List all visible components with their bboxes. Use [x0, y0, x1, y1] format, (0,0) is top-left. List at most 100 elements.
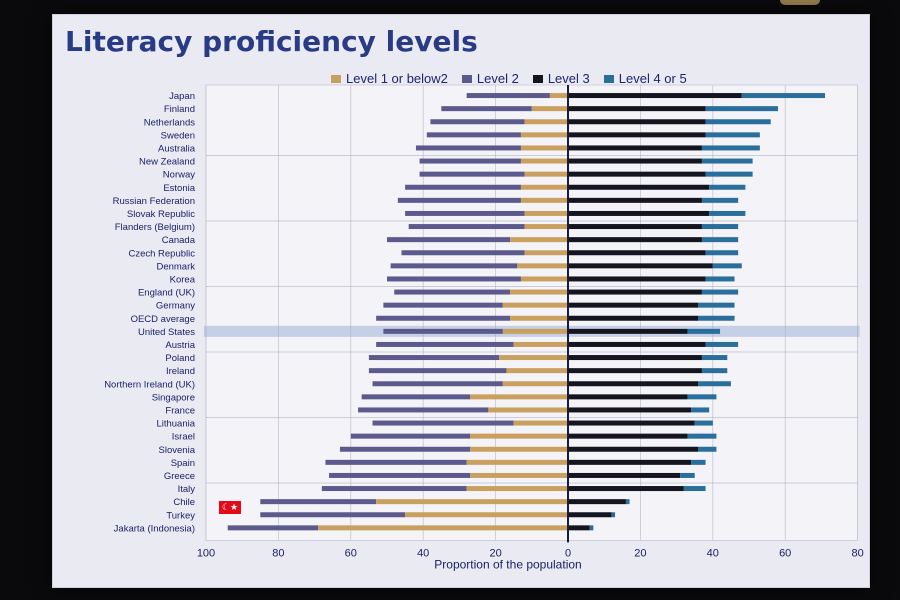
- x-axis-title: Proportion of the population: [434, 557, 581, 571]
- bar-level2-17: [376, 315, 511, 321]
- legend-item-level4: Level 4 or 5: [603, 71, 687, 86]
- bar-level4-25: [694, 420, 713, 426]
- bar-level3-27: [568, 446, 699, 452]
- bar-level1-23: [470, 394, 568, 400]
- bar-level2-32: [260, 512, 406, 518]
- bar-level3-12: [568, 250, 706, 256]
- legend-label-level1: Level 1 or below2: [346, 71, 448, 86]
- bar-level4-5: [701, 158, 753, 164]
- bar-level2-4: [415, 145, 521, 151]
- category-label: Canada: [162, 235, 196, 246]
- bar-level3-31: [568, 499, 626, 505]
- category-label: New Zealand: [139, 157, 195, 168]
- bar-level1-8: [520, 197, 568, 203]
- bar-level2-6: [419, 171, 525, 177]
- plot-area: [205, 84, 858, 541]
- x-tick-label: 0: [565, 547, 571, 559]
- bar-level3-19: [568, 341, 706, 347]
- bar-level1-28: [466, 459, 568, 465]
- bar-level1-30: [466, 486, 568, 492]
- category-label: United States: [138, 327, 195, 338]
- bar-level4-15: [701, 289, 739, 295]
- category-label: OECD average: [131, 314, 195, 325]
- bar-level2-22: [372, 381, 503, 387]
- bar-level4-33: [589, 525, 594, 531]
- bar-level3-8: [568, 197, 702, 203]
- bar-level2-21: [368, 368, 507, 374]
- bar-level2-13: [390, 263, 518, 269]
- bar-level3-30: [568, 486, 684, 492]
- turkey-flag-icon: ☾★: [219, 501, 241, 514]
- category-label: Estonia: [163, 183, 195, 194]
- legend-swatch-level1: [331, 74, 341, 83]
- bar-level3-4: [568, 145, 702, 151]
- bar-level4-14: [705, 276, 735, 282]
- bar-level2-9: [405, 210, 525, 216]
- bar-level4-2: [705, 119, 771, 125]
- bar-level1-11: [510, 237, 568, 243]
- bar-level3-18: [568, 328, 688, 334]
- bar-level3-29: [568, 472, 681, 478]
- bar-level4-13: [712, 263, 742, 269]
- bar-level1-9: [524, 210, 568, 216]
- bar-level2-27: [339, 446, 471, 452]
- legend-item-level2: Level 2: [461, 71, 519, 86]
- legend-item-level3: Level 3: [532, 71, 590, 86]
- bar-level3-28: [568, 459, 692, 465]
- bar-level3-33: [568, 525, 590, 531]
- bar-level2-25: [372, 420, 514, 426]
- category-label: Ireland: [166, 366, 195, 377]
- category-label: Australia: [158, 143, 196, 154]
- bar-level3-6: [568, 171, 706, 177]
- category-label: Czech Republic: [128, 248, 195, 259]
- bar-level1-3: [520, 132, 568, 138]
- bar-level1-17: [510, 315, 568, 321]
- bar-level3-10: [568, 224, 702, 230]
- bar-level4-4: [701, 145, 760, 151]
- bar-level4-31: [625, 499, 630, 505]
- chart-legend: Level 1 or below2 Level 2 Level 3 Level …: [331, 71, 687, 86]
- bar-level2-12: [401, 250, 525, 256]
- bar-level1-20: [499, 355, 568, 361]
- x-tick-label: 40: [417, 547, 429, 559]
- category-label: Germany: [156, 301, 195, 312]
- bar-level2-20: [368, 355, 500, 361]
- category-label: England (UK): [138, 288, 195, 299]
- legend-label-level4: Level 4 or 5: [618, 71, 687, 86]
- bar-level2-5: [419, 158, 521, 164]
- bar-level1-24: [488, 407, 568, 413]
- bar-level3-11: [568, 237, 702, 243]
- bar-level2-7: [405, 184, 521, 190]
- bar-level1-0: [549, 93, 568, 99]
- legend-item-level1: Level 1 or below2: [331, 71, 448, 86]
- category-label: Austria: [165, 340, 195, 351]
- bar-level4-20: [701, 355, 728, 361]
- bar-level3-32: [568, 512, 612, 518]
- legend-swatch-level2: [461, 74, 472, 83]
- bar-level2-11: [387, 237, 511, 243]
- bar-level1-25: [513, 420, 568, 426]
- category-label: Sweden: [161, 130, 195, 141]
- bar-level1-19: [513, 341, 568, 347]
- bar-level1-31: [376, 499, 568, 505]
- bar-level4-26: [687, 433, 717, 439]
- bar-level1-21: [506, 368, 568, 374]
- bar-level1-14: [520, 276, 568, 282]
- category-label: Russian Federation: [113, 196, 195, 207]
- bar-level4-18: [687, 328, 721, 334]
- bar-level4-6: [705, 171, 753, 177]
- x-tick-label: 60: [779, 547, 791, 559]
- category-label: Flanders (Belgium): [115, 222, 195, 233]
- bar-level2-0: [466, 93, 550, 99]
- bar-level4-30: [683, 486, 706, 492]
- bar-level1-13: [517, 263, 568, 269]
- bar-level3-23: [568, 394, 688, 400]
- bar-level1-32: [405, 512, 568, 518]
- category-label: Jakarta (Indonesia): [114, 523, 195, 534]
- bar-level4-32: [611, 512, 616, 518]
- bar-level1-5: [520, 158, 568, 164]
- bar-level4-22: [698, 381, 731, 387]
- bar-level1-4: [520, 145, 568, 151]
- category-label: Denmark: [156, 261, 195, 272]
- x-tick-label: 60: [345, 547, 357, 559]
